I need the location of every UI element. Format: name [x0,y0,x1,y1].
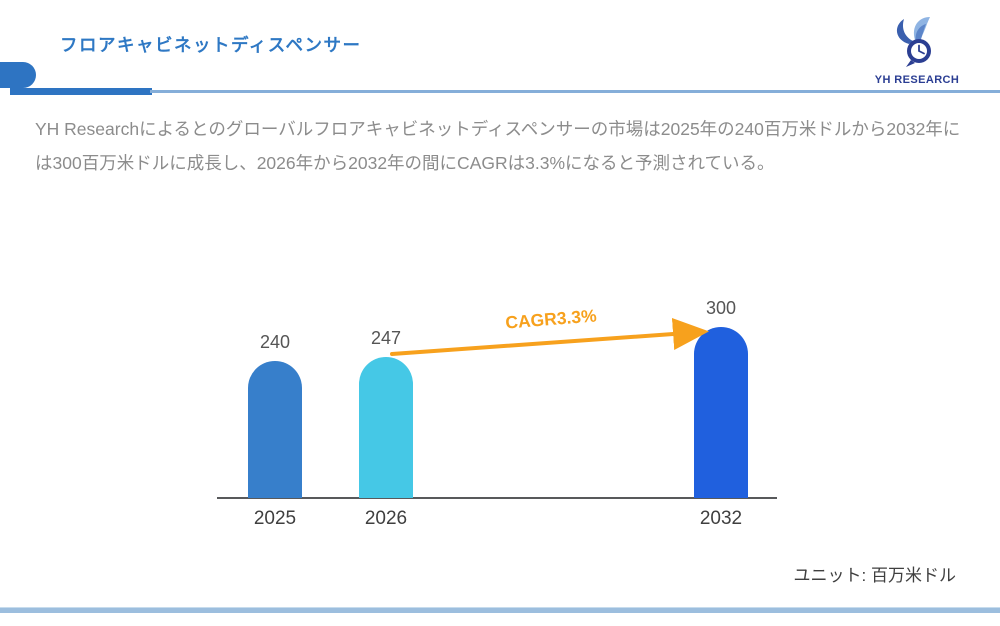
bottom-rule [0,607,1000,613]
logo-icon [896,17,931,67]
header-thick-rule [10,88,152,95]
category-label-2026: 2026 [364,508,408,529]
cagr-arrow [390,318,709,356]
header-accent-tab [0,62,36,88]
market-summary-text: YH Researchによるとのグローバルフロアキャビネットディスペンサーの市場… [35,119,961,173]
bar-2026 [359,357,413,498]
header-thin-rule [150,90,1000,93]
bar-2032 [694,327,748,498]
category-label-2032: 2032 [699,508,743,529]
page-title: フロアキャビネットディスペンサー [60,35,362,55]
yh-research-logo: YH RESEARCH [862,16,972,86]
bar-2025 [248,361,302,498]
value-label-2026: 247 [370,328,402,348]
value-label-2025: 240 [259,332,291,352]
unit-label: ユニット: 百万米ドル [793,566,956,585]
logo-text: YH RESEARCH [874,74,960,86]
category-label-2025: 2025 [253,508,297,529]
x-axis-line [217,497,777,499]
bar-chart: CAGR3.3% 240 2025 247 2026 300 2032 [180,290,820,535]
value-label-2032: 300 [705,298,737,318]
